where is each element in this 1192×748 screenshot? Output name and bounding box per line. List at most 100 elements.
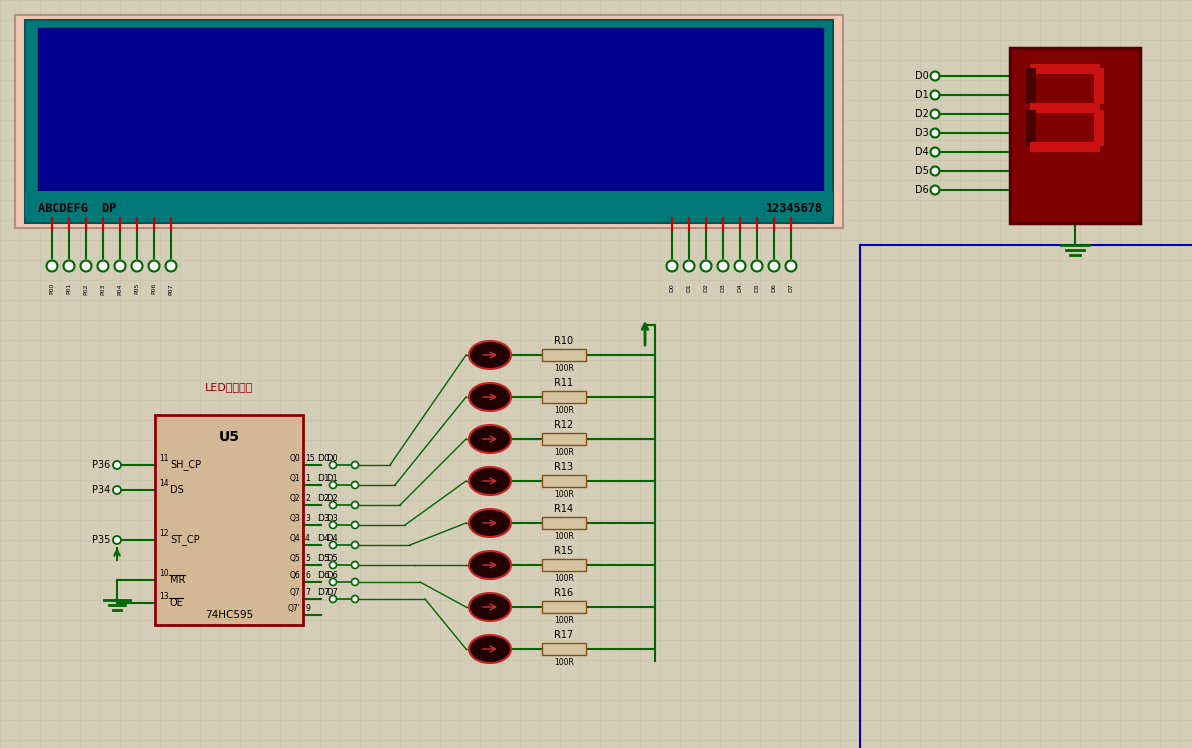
Circle shape xyxy=(113,486,122,494)
Text: Q0: Q0 xyxy=(290,454,300,463)
Text: 1: 1 xyxy=(305,474,310,483)
Text: 100R: 100R xyxy=(554,406,573,415)
Text: 10: 10 xyxy=(159,569,168,578)
Bar xyxy=(542,517,586,529)
Circle shape xyxy=(113,461,122,469)
Circle shape xyxy=(683,260,695,272)
Ellipse shape xyxy=(468,467,511,495)
Text: D1: D1 xyxy=(327,474,339,483)
Bar xyxy=(542,349,586,361)
Bar xyxy=(1094,68,1104,104)
Text: 12345678: 12345678 xyxy=(766,201,822,215)
Text: 4: 4 xyxy=(305,534,310,543)
Text: D0: D0 xyxy=(915,71,929,81)
Text: D6: D6 xyxy=(317,571,330,580)
Text: D6: D6 xyxy=(915,185,929,195)
Circle shape xyxy=(352,595,359,602)
Text: Q4: Q4 xyxy=(290,534,300,543)
Circle shape xyxy=(98,260,108,272)
Bar xyxy=(1094,110,1104,146)
Text: P01: P01 xyxy=(67,283,72,295)
Circle shape xyxy=(46,260,57,272)
Text: R12: R12 xyxy=(554,420,573,430)
Text: R11: R11 xyxy=(554,378,573,388)
Circle shape xyxy=(931,167,939,176)
Text: 100R: 100R xyxy=(554,658,573,667)
Bar xyxy=(1030,142,1100,152)
Text: Q3: Q3 xyxy=(290,514,300,523)
Text: D2: D2 xyxy=(317,494,329,503)
Text: 12: 12 xyxy=(159,529,168,538)
Circle shape xyxy=(149,260,160,272)
Text: R16: R16 xyxy=(554,588,573,598)
Text: ABCDEFG  DP: ABCDEFG DP xyxy=(38,201,117,215)
Text: 100R: 100R xyxy=(554,574,573,583)
Circle shape xyxy=(329,542,336,548)
Circle shape xyxy=(352,578,359,586)
Text: Q5: Q5 xyxy=(290,554,300,563)
Text: 9: 9 xyxy=(305,604,310,613)
Bar xyxy=(1010,48,1140,223)
Circle shape xyxy=(329,562,336,568)
Circle shape xyxy=(114,260,125,272)
Text: 100R: 100R xyxy=(554,616,573,625)
Bar xyxy=(542,601,586,613)
Text: P36: P36 xyxy=(92,460,110,470)
Text: P07: P07 xyxy=(168,283,174,295)
Circle shape xyxy=(701,260,712,272)
Text: P00: P00 xyxy=(50,283,55,295)
Text: R10: R10 xyxy=(554,336,573,346)
Circle shape xyxy=(931,91,939,99)
Text: ST_CP: ST_CP xyxy=(170,535,199,545)
Text: 7: 7 xyxy=(305,588,310,597)
Text: P35: P35 xyxy=(92,535,110,545)
Bar xyxy=(25,191,833,217)
Ellipse shape xyxy=(468,551,511,579)
Text: D0: D0 xyxy=(317,454,330,463)
Text: 14: 14 xyxy=(159,479,168,488)
Text: 100R: 100R xyxy=(554,532,573,541)
Circle shape xyxy=(131,260,143,272)
Bar xyxy=(38,28,822,191)
Text: 2: 2 xyxy=(305,494,310,503)
Text: 6: 6 xyxy=(305,571,310,580)
Text: D5: D5 xyxy=(317,554,330,563)
Circle shape xyxy=(166,260,176,272)
Text: D3: D3 xyxy=(327,514,339,523)
Circle shape xyxy=(352,542,359,548)
Text: D5: D5 xyxy=(755,283,759,292)
Text: D0: D0 xyxy=(670,283,675,292)
Circle shape xyxy=(329,578,336,586)
Text: D4: D4 xyxy=(915,147,929,157)
Circle shape xyxy=(63,260,74,272)
Text: 11: 11 xyxy=(159,454,168,463)
Text: P02: P02 xyxy=(83,283,88,295)
Text: SH_CP: SH_CP xyxy=(170,459,201,470)
Bar xyxy=(1026,68,1036,104)
Circle shape xyxy=(352,501,359,509)
Text: U5: U5 xyxy=(218,430,240,444)
Circle shape xyxy=(931,109,939,118)
Bar xyxy=(15,15,843,228)
Circle shape xyxy=(751,260,763,272)
Text: OE: OE xyxy=(170,598,184,608)
Text: D4: D4 xyxy=(738,283,743,292)
Circle shape xyxy=(352,521,359,529)
Text: P05: P05 xyxy=(135,283,139,295)
Text: Q2: Q2 xyxy=(290,494,300,503)
Text: LED点阵模块: LED点阵模块 xyxy=(205,382,253,392)
Circle shape xyxy=(329,462,336,468)
Text: 100R: 100R xyxy=(554,364,573,373)
Circle shape xyxy=(769,260,780,272)
Text: P04: P04 xyxy=(118,283,123,295)
Ellipse shape xyxy=(468,425,511,453)
Circle shape xyxy=(352,562,359,568)
Bar xyxy=(542,475,586,487)
Circle shape xyxy=(931,129,939,138)
Circle shape xyxy=(329,521,336,529)
Ellipse shape xyxy=(468,593,511,621)
Text: D2: D2 xyxy=(703,283,708,292)
Text: 100R: 100R xyxy=(554,490,573,499)
Text: D7: D7 xyxy=(327,588,339,597)
Text: P34: P34 xyxy=(92,485,110,495)
